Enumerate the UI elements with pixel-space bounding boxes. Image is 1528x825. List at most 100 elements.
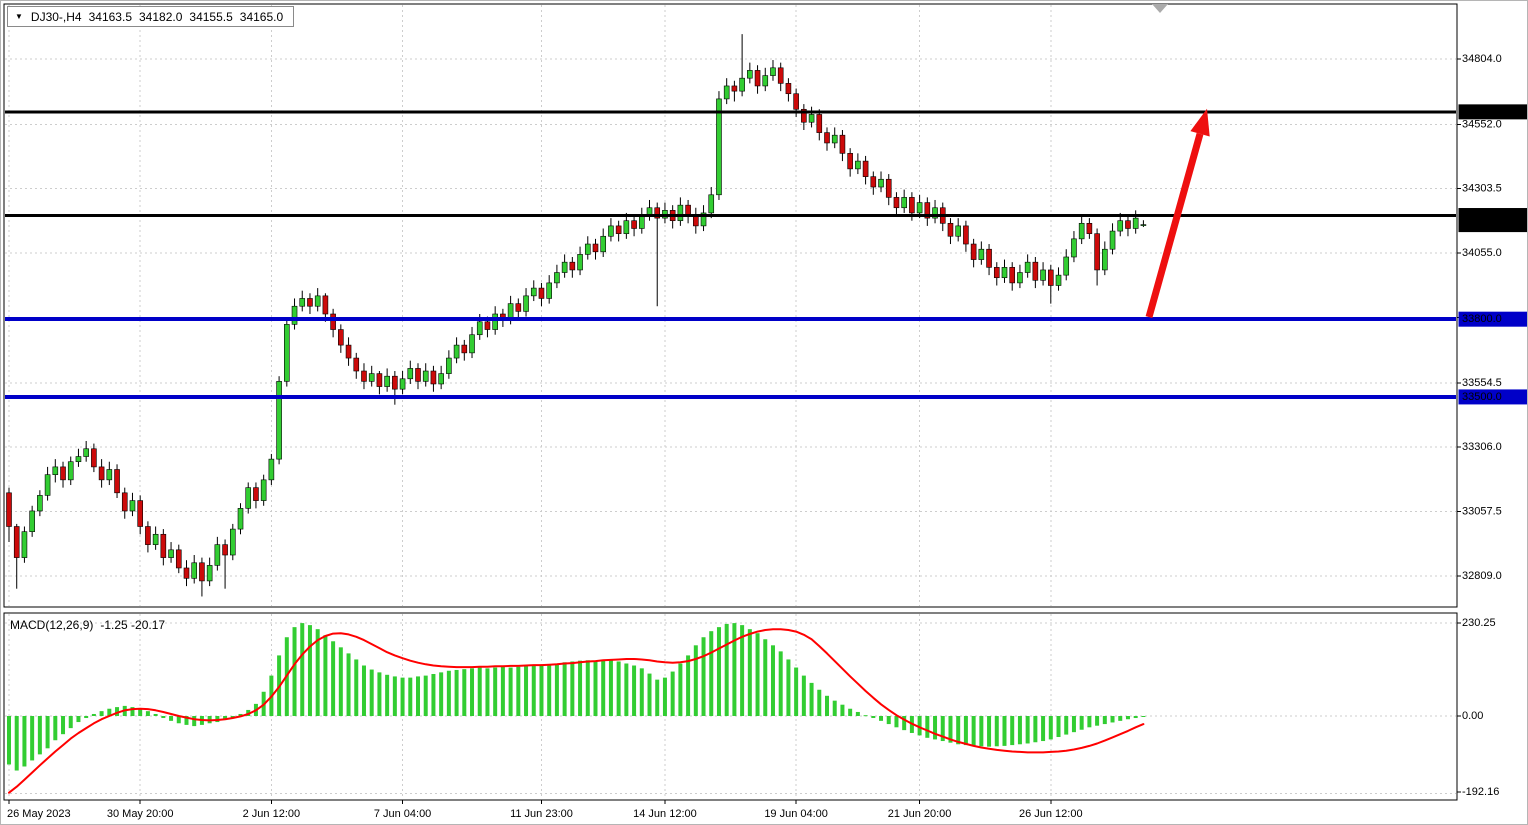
macd-histogram-bar	[439, 672, 444, 716]
macd-histogram-bar	[624, 663, 629, 716]
macd-histogram-bar	[863, 715, 868, 717]
candle-body	[523, 295, 529, 312]
candle-body	[175, 549, 182, 569]
quote-close: 34165.0	[239, 9, 284, 24]
macd-histogram-bar	[1002, 716, 1007, 746]
candle-body	[253, 487, 259, 501]
macd-histogram-bar	[138, 708, 143, 716]
macd-histogram-bar	[1087, 716, 1092, 728]
macd-histogram-bar	[400, 677, 405, 716]
candle-body	[222, 544, 228, 556]
candle-body	[1047, 269, 1054, 286]
macd-histogram-bar	[107, 708, 112, 716]
macd-histogram-bar	[933, 716, 938, 740]
candle-body	[1078, 222, 1085, 240]
candle-body	[1117, 220, 1124, 232]
candle-body	[885, 178, 892, 198]
symbol-dropdown-icon: ▼	[15, 11, 23, 21]
candle-body	[469, 334, 475, 354]
candle-body	[978, 248, 985, 260]
candle-body	[793, 93, 799, 110]
macd-histogram-bar	[724, 623, 729, 716]
price-axis-label: 34055.0	[1462, 247, 1502, 259]
macd-histogram-bar	[423, 675, 428, 716]
candle-body	[299, 298, 306, 307]
macd-histogram-bar	[153, 713, 158, 716]
macd-histogram-bar	[192, 716, 197, 727]
macd-histogram-bar	[817, 689, 822, 716]
macd-histogram-bar	[37, 716, 42, 755]
macd-histogram-bar	[1102, 716, 1107, 725]
macd-histogram-bar	[238, 713, 243, 716]
candle-body	[453, 344, 460, 359]
candle-body	[98, 466, 105, 481]
macd-histogram-bar	[956, 716, 961, 745]
candle-body	[1125, 220, 1131, 229]
candle-body	[106, 469, 113, 481]
candle-body	[245, 487, 252, 509]
macd-histogram-bar	[855, 711, 860, 716]
macd-histogram-bar	[608, 659, 613, 716]
candle-body	[237, 508, 244, 530]
macd-histogram-bar	[709, 631, 714, 716]
panel-separator[interactable]	[4, 608, 1457, 613]
time-axis[interactable]	[4, 802, 1457, 824]
macd-histogram-bar	[886, 716, 891, 725]
macd-axis-label: -192.16	[1462, 786, 1499, 798]
trend-arrow-shaft[interactable]	[1145, 132, 1204, 319]
chart-shift-triangle-icon[interactable]	[1152, 4, 1168, 13]
macd-histogram-bar	[562, 662, 567, 716]
trend-arrow-head[interactable]	[1190, 108, 1210, 137]
candle-body	[723, 85, 730, 100]
macd-histogram-bar	[1110, 716, 1115, 723]
candle-body	[260, 479, 267, 501]
macd-histogram-bar	[292, 627, 297, 716]
macd-histogram-bar	[477, 667, 482, 716]
candle-body	[932, 207, 938, 219]
candle-body	[847, 153, 853, 170]
macd-histogram-bar	[462, 669, 467, 716]
candle-body	[739, 77, 745, 92]
candle-body	[584, 243, 591, 255]
macd-histogram-bar	[14, 716, 19, 771]
price-axis[interactable]	[1458, 1, 1527, 801]
time-axis-label: 21 Jun 20:00	[888, 808, 952, 820]
candle-body	[368, 373, 375, 382]
candle-body	[561, 261, 568, 273]
macd-histogram-bar	[531, 665, 536, 716]
macd-histogram-bar	[338, 647, 343, 716]
candle-body	[924, 202, 931, 219]
macd-histogram-bar	[948, 716, 953, 743]
candle-body	[615, 225, 622, 234]
macd-histogram-bar	[987, 716, 992, 747]
candle-body	[114, 469, 120, 494]
candle-body	[507, 303, 514, 320]
candle-body	[747, 70, 753, 79]
candle-body	[492, 313, 498, 330]
time-axis-label: 11 Jun 23:00	[510, 808, 573, 820]
macd-histogram-bar	[1048, 716, 1053, 740]
macd-histogram-bar	[91, 713, 96, 716]
macd-histogram-bar	[369, 669, 374, 716]
macd-histogram-bar	[732, 623, 737, 716]
macd-histogram-bar	[493, 667, 498, 716]
macd-histogram-bar	[578, 660, 583, 716]
time-axis-label: 19 Jun 04:00	[764, 808, 828, 820]
candle-body	[29, 510, 35, 532]
macd-histogram-bar	[740, 625, 745, 716]
macd-histogram-bar	[1095, 716, 1100, 726]
candle-body	[183, 567, 190, 579]
candle-body	[399, 378, 406, 390]
macd-histogram-bar	[176, 716, 181, 724]
macd-histogram-bar	[747, 629, 752, 716]
macd-histogram-bar	[585, 660, 590, 716]
macd-signal-line	[8, 628, 1145, 794]
candle-body	[1086, 222, 1093, 234]
symbol-period-label: DJ30-,H4	[30, 9, 82, 24]
macd-histogram-bar	[539, 665, 544, 716]
macd-histogram-bar	[315, 629, 320, 716]
candle-body	[916, 202, 923, 214]
quote-open: 34163.5	[88, 9, 132, 24]
candle-body	[407, 368, 414, 380]
